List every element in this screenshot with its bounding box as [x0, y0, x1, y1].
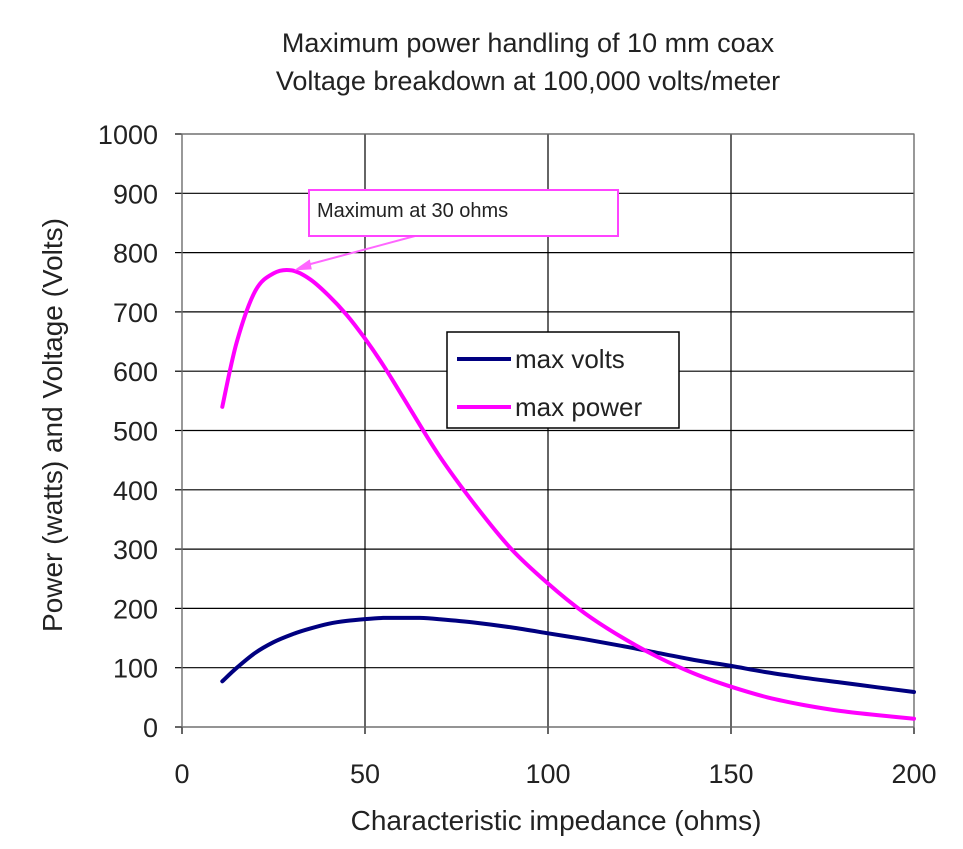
y-tick-label: 300 [113, 535, 158, 565]
x-tick-labels: 0 50 100 150 200 [174, 759, 936, 789]
series-line-max-volts [220, 615, 916, 694]
annotation-leader [301, 235, 416, 268]
y-tick-label: 400 [113, 476, 158, 506]
legend-label: max power [515, 392, 642, 422]
x-tick-label: 0 [174, 759, 189, 789]
chart-title: Maximum power handling of 10 mm coax Vol… [276, 28, 780, 96]
y-axis-label: Power (watts) and Voltage (Volts) [37, 218, 68, 632]
series-line-max-power [220, 267, 916, 721]
plot-border [181, 133, 915, 728]
annotation-text: Maximum at 30 ohms [317, 200, 508, 222]
legend-label: max volts [515, 344, 625, 374]
y-tick-label: 500 [113, 417, 158, 447]
y-tick-label: 100 [113, 654, 158, 684]
x-axis-label: Characteristic impedance (ohms) [351, 805, 762, 836]
legend: max volts max power [446, 331, 680, 429]
title-line-2: Voltage breakdown at 100,000 volts/meter [276, 66, 780, 96]
y-tick-labels: 0 100 200 300 400 500 600 700 800 900 1000 [98, 120, 158, 743]
title-line-1: Maximum power handling of 10 mm coax [282, 28, 775, 58]
annotation: Maximum at 30 ohms [293, 189, 619, 271]
y-tick-label: 900 [113, 179, 158, 209]
y-tick-label: 600 [113, 357, 158, 387]
x-tick-label: 100 [525, 759, 570, 789]
series-lines [220, 267, 916, 721]
y-tick-label: 800 [113, 239, 158, 269]
y-tick-label: 200 [113, 594, 158, 624]
y-tick-label: 1000 [98, 120, 158, 150]
x-tick-label: 200 [891, 759, 936, 789]
y-tick-label: 700 [113, 298, 158, 328]
annotation-arrowhead [293, 259, 312, 271]
axes [175, 133, 915, 734]
y-tick-label: 0 [143, 713, 158, 743]
x-tick-label: 150 [708, 759, 753, 789]
x-tick-label: 50 [350, 759, 380, 789]
legend-box [446, 331, 680, 429]
annotation-box [308, 189, 619, 237]
